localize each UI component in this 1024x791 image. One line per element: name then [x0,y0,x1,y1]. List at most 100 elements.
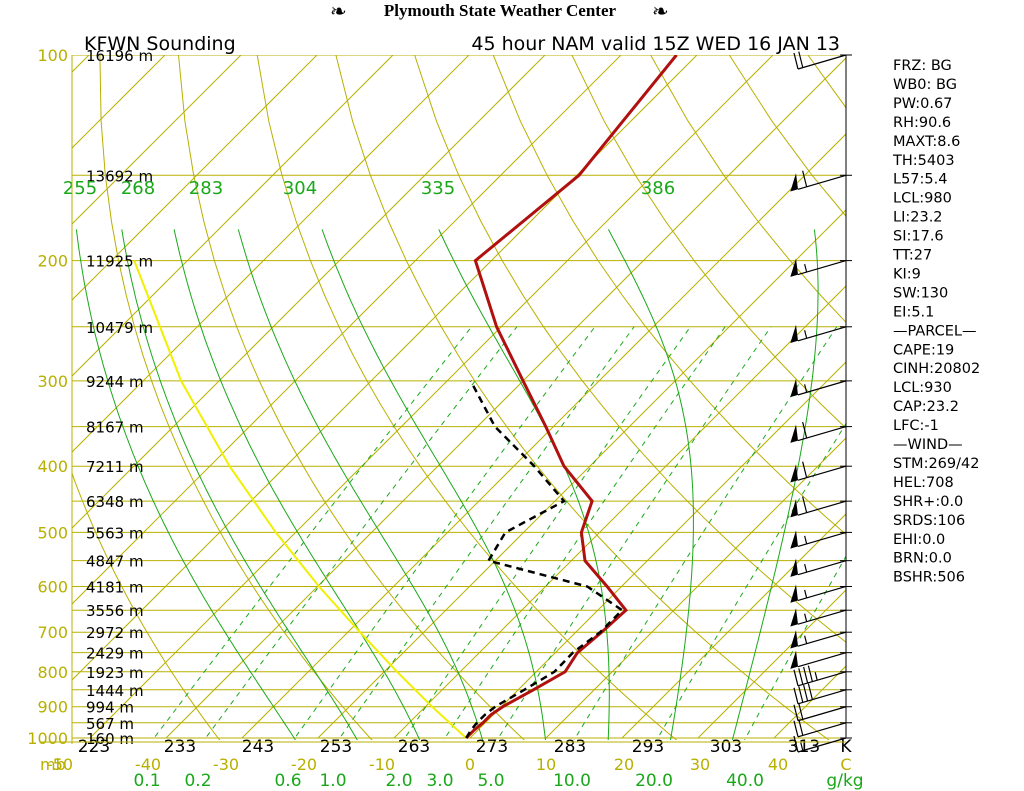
celsius-tick-label: -30 [213,755,239,774]
celsius-tick-label: C [840,755,851,774]
height-tick-label: 6348 m [86,493,144,511]
celsius-tick-label: -50 [47,755,73,774]
wind-barb-staff [797,326,847,342]
wind-barb-pennant [790,530,798,549]
dry-adiabat-line [72,471,221,740]
pressure-tick-label: 1000 [27,729,68,748]
kelvin-tick-label: K [840,737,852,757]
wind-barb [790,558,847,577]
kelvin-tick-label: 223 [78,737,110,757]
mixing-ratio-line [496,326,772,740]
wind-barb-pennant [790,173,798,192]
isotherm-line [469,361,846,739]
celsius-tick-label: -40 [135,755,161,774]
index-item: SRDS:106 [893,513,965,529]
height-tick-label: 3556 m [86,602,144,620]
pressure-tick-label: 200 [37,252,68,271]
wind-barb [790,170,847,192]
moist-adiabat-line [321,229,546,740]
wind-barb [790,650,847,669]
mixing-ratio-line [402,326,691,740]
wind-barb-half-flag [804,330,808,339]
dry-adiabat-line [0,55,75,753]
height-tick-label: 16196 m [86,47,153,65]
wind-barb-flag [798,51,804,68]
wind-barb-flag [803,666,809,684]
wind-barb [790,258,847,277]
isotherm-line [621,513,846,739]
wind-barb-pennant [790,464,798,483]
wind-barb-staff [797,652,847,668]
wind-barb-pennant [790,424,798,443]
wind-barb-staff [797,174,847,190]
theta-label: 255 [63,178,97,199]
pressure-tick-label: 100 [37,46,68,65]
wind-barb [793,51,847,70]
wind-barb-flag [802,170,808,187]
isotherm-line [393,285,846,739]
index-item: TT:27 [892,248,932,264]
index-item: —PARCEL— [893,323,976,339]
parcel-path-line [133,260,467,739]
dewpoint-line [465,380,625,739]
wind-barb-staff [797,722,847,738]
wind-barb-pennant [790,558,798,577]
celsius-tick-label: 20 [614,755,634,774]
celsius-tick-label: -20 [291,755,317,774]
temperature-line [465,55,678,740]
sounding-title: KFWN Sounding [84,33,236,55]
pressure-tick-label: 600 [37,577,68,596]
wind-barb-flag [793,687,799,704]
moist-adiabat-line [173,229,421,740]
mixing-ratio-tick-label: 2.0 [385,771,412,791]
index-item: TH:5403 [892,153,955,169]
isotherm-line [165,57,846,739]
pressure-tick-label: 400 [37,457,68,476]
pressure-tick-label: 800 [37,663,68,682]
stability-indices: FRZ: BG WB0: BG PW:0.67 RH:90.6 MAXT:8.6 TH:5… [892,58,980,586]
index-item: KI:9 [893,266,921,282]
wind-barb [793,703,847,722]
mixing-ratio-tick-label: g/kg [826,771,863,791]
wind-barb [793,735,847,753]
moist-adiabat-line [607,229,694,740]
moist-adiabat-line [237,229,484,740]
wind-barb-half-flag [800,742,804,751]
wind-barb-flag [793,52,799,70]
wind-barb [790,530,847,549]
wind-barb [790,496,847,518]
index-item: EI:5.1 [893,304,934,320]
wind-barb-flag [798,686,804,703]
grid-lines [0,55,846,753]
kelvin-tick-label: 263 [398,737,430,757]
index-item: CINH:20802 [893,361,980,377]
height-tick-label: 4181 m [86,578,144,596]
mixing-ratio-tick-label: 1.0 [319,771,346,791]
wind-barb-flag [793,720,799,737]
wind-barb-flag [807,665,813,682]
celsius-tick-label: -10 [369,755,395,774]
kelvin-tick-label: 253 [320,737,352,757]
height-tick-label: 2972 m [86,624,144,642]
height-tick-label: 160 m [86,730,134,748]
isotherm-line [72,55,546,529]
wind-barb [790,608,847,627]
wind-barb-half-flag [804,535,808,545]
pressure-tick-label: 500 [37,523,68,542]
wind-barb [790,324,847,344]
wind-barb [790,630,847,649]
height-tick-label: 567 m [86,715,134,733]
wind-barb-flag [802,496,808,513]
wind-barb [793,719,847,738]
wind-barb [790,378,847,398]
wind-barb-flag [802,461,808,478]
mixing-ratio-tick-label: 5.0 [477,771,504,791]
mixing-ratio-line [656,422,846,740]
wind-barb-half-flag [804,635,808,644]
isotherm-line [72,55,394,377]
profiles [133,55,678,740]
isotherm-line [72,55,318,301]
pressure-tick-label: 900 [37,698,68,717]
